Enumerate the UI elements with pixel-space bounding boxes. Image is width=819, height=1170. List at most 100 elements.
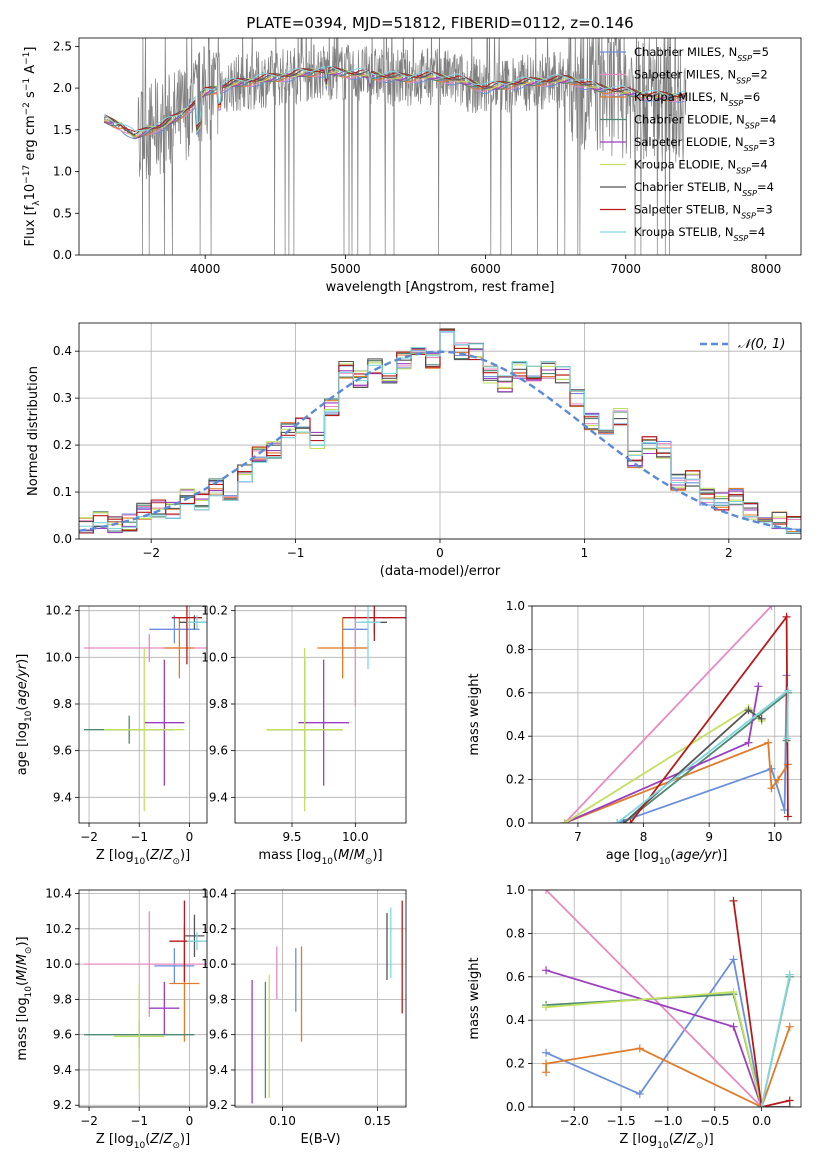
axes-frame xyxy=(234,889,407,1108)
y-axis-label: Normed distribution xyxy=(26,366,41,496)
y-tick-label: 10.2 xyxy=(45,604,72,618)
legend-label: Salpeter STELIB, NSSP=3 xyxy=(634,203,773,221)
legend-label: 𝒩(0, 1) xyxy=(738,337,785,352)
y-tick-label: 0.2 xyxy=(506,1057,525,1071)
y-axis-label: Flux [fλ10−17 erg cm−2 s−1 A−1] xyxy=(22,47,42,247)
mass-weight-line xyxy=(732,900,791,1107)
x-axis-label: mass [log10(M/M⊙)] xyxy=(258,848,382,867)
axes-frame xyxy=(531,605,802,824)
y-tick-label: 2.5 xyxy=(53,39,72,53)
y-axis-label: mass weight xyxy=(467,673,482,755)
mass-weight-line xyxy=(760,974,791,1107)
chart-mass_vs_Z: −2 −1 0 9.2 9.4 9.6 9.8 10.0 10.2 10.4 Z [log10(Z/… xyxy=(15,887,208,1151)
x-tick-label: 0.0 xyxy=(752,1114,771,1128)
y-tick-label: 0.2 xyxy=(53,438,72,452)
legend-label: Salpeter MILES, NSSP=2 xyxy=(634,68,768,86)
x-tick-label: 0 xyxy=(186,830,194,844)
plot-area xyxy=(84,606,207,812)
x-tick-label: −1 xyxy=(130,1114,148,1128)
x-tick-label: 10 xyxy=(767,830,782,844)
plot-area xyxy=(560,606,792,823)
y-tick-label: 1.0 xyxy=(53,165,72,179)
y-tick-label: 10.2 xyxy=(45,922,72,936)
x-tick-label: 0 xyxy=(436,546,444,560)
x-tick-label: −2 xyxy=(80,830,98,844)
axes-frame xyxy=(78,322,802,540)
axes-frame xyxy=(78,605,208,824)
x-axis-label: age [log10(age/yr)] xyxy=(606,848,728,867)
legend-label: Chabrier MILES, NSSP=5 xyxy=(634,45,769,63)
y-tick-label: 0.4 xyxy=(506,729,525,743)
y-axis-label: mass [log10(M/M⊙)] xyxy=(15,936,34,1060)
chart-mass_weight_vs_age: 7 8 9 10 0.0 0.2 0.4 0.6 0.8 1.0 age [log10(age/yr… xyxy=(467,599,802,867)
x-tick-label: 9 xyxy=(705,830,713,844)
x-tick-label: −1 xyxy=(130,830,148,844)
axes-frame xyxy=(78,889,208,1108)
plot-area xyxy=(103,38,687,255)
mass-weight-line xyxy=(545,957,763,1107)
plot-area xyxy=(266,606,406,812)
y-tick-label: 10.2 xyxy=(201,604,228,618)
axes-frame xyxy=(234,605,407,824)
x-tick-label: −2 xyxy=(142,546,160,560)
x-tick-label: −0.5 xyxy=(700,1114,729,1128)
plot-area xyxy=(542,890,794,1107)
y-tick-label: 9.2 xyxy=(53,1098,72,1112)
x-tick-label: 9.5 xyxy=(282,830,301,844)
axes-frame xyxy=(531,889,802,1108)
y-tick-label: 9.8 xyxy=(209,992,228,1006)
x-tick-label: −1.0 xyxy=(653,1114,682,1128)
x-tick-label: 0 xyxy=(186,1114,194,1128)
x-axis-label: Z [log10(Z/Z⊙)] xyxy=(96,1132,190,1151)
x-axis-label: E(B-V) xyxy=(300,1132,340,1147)
x-axis-label: Z [log10(Z/Z⊙)] xyxy=(619,1132,713,1151)
y-tick-label: 9.6 xyxy=(209,744,228,758)
legend-label: Kroupa STELIB, NSSP=4 xyxy=(634,225,765,243)
legend-label: Chabrier ELODIE, NSSP=4 xyxy=(634,113,776,131)
mass-weight-line xyxy=(617,675,788,823)
y-tick-label: 2.0 xyxy=(53,81,72,95)
x-tick-label: 8000 xyxy=(751,262,782,276)
y-tick-label: 0.3 xyxy=(53,391,72,405)
y-tick-label: 9.4 xyxy=(209,790,228,804)
plot-area xyxy=(251,900,403,1104)
x-tick-label: 0.15 xyxy=(364,1114,391,1128)
x-tick-label: −1.5 xyxy=(606,1114,635,1128)
y-tick-label: 9.6 xyxy=(53,744,72,758)
y-tick-label: 9.8 xyxy=(53,697,72,711)
y-tick-label: 0.0 xyxy=(506,816,525,830)
y-tick-label: 9.4 xyxy=(53,1063,72,1077)
x-tick-label: 2 xyxy=(725,546,733,560)
y-tick-label: 1.5 xyxy=(53,123,72,137)
x-axis-label: (data-model)/error xyxy=(380,564,501,579)
y-tick-label: 10.0 xyxy=(201,650,228,664)
y-tick-label: 0.4 xyxy=(506,1013,525,1027)
y-tick-label: 10.0 xyxy=(45,650,72,664)
y-tick-label: 1.0 xyxy=(506,883,525,897)
y-tick-label: 10.0 xyxy=(201,957,228,971)
y-tick-label: 9.8 xyxy=(209,697,228,711)
chart-residuals: −2 −1 0 1 2 0.0 0.1 0.2 0.3 0.4 (data-model)/error… xyxy=(26,322,802,579)
x-tick-label: −2.0 xyxy=(560,1114,589,1128)
model-spectrum-line xyxy=(103,65,685,132)
x-tick-label: −2 xyxy=(80,1114,98,1128)
chart-age_vs_mass: 9.5 10.0 9.4 9.6 9.8 10.0 10.2 mass [log10(M/M⊙… xyxy=(201,604,407,867)
y-tick-label: 10.2 xyxy=(201,922,228,936)
y-tick-label: 1.0 xyxy=(506,599,525,613)
y-tick-label: 0.8 xyxy=(506,926,525,940)
y-axis-label: mass weight xyxy=(467,957,482,1039)
y-tick-label: 0.6 xyxy=(506,970,525,984)
normal-curve xyxy=(79,350,801,532)
mass-weight-line xyxy=(564,606,773,823)
legend-label: Chabrier STELIB, NSSP=4 xyxy=(634,180,774,198)
chart-age_vs_Z: −2 −1 0 9.4 9.6 9.8 10.0 10.2 Z [log10(Z/Z⊙)] age… xyxy=(15,604,208,867)
x-tick-label: 0.10 xyxy=(269,1114,296,1128)
spectrum-legend: Chabrier MILES, NSSP=5 Salpeter MILES, NS… xyxy=(600,45,776,243)
y-tick-label: 0.1 xyxy=(53,485,72,499)
legend-label: Kroupa ELODIE, NSSP=4 xyxy=(634,158,768,176)
y-tick-label: 9.4 xyxy=(209,1063,228,1077)
chart-spectrum: 4000 5000 6000 7000 8000 0.0 0.5 1.0 1.5 2.0 2.5 wa… xyxy=(22,37,802,295)
figure-title: PLATE=0394, MJD=51812, FIBERID=0112, z=0… xyxy=(246,14,633,32)
observed-spectrum xyxy=(103,38,687,255)
